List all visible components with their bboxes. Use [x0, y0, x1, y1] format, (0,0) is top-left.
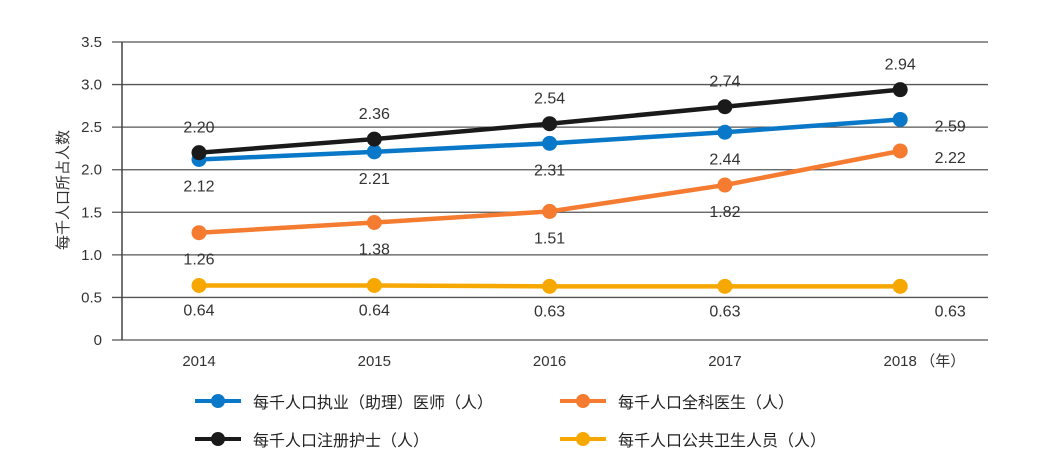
data-point: [366, 131, 382, 147]
x-tick-label: 2015: [358, 353, 391, 370]
legend-item-gps: 每千人口全科医生（人）: [560, 389, 794, 413]
y-tick-label: 3.5: [81, 34, 102, 51]
legend-swatch: [195, 394, 241, 408]
data-point: [717, 278, 733, 294]
data-label: 2.21: [359, 171, 390, 188]
data-point: [191, 145, 207, 161]
data-label: 2.59: [935, 118, 966, 135]
data-point: [191, 278, 207, 294]
legend-label: 每千人口注册护士（人）: [253, 431, 430, 450]
data-point: [191, 225, 207, 241]
data-point: [717, 177, 733, 193]
data-label: 1.38: [359, 242, 390, 259]
data-label: 2.36: [359, 106, 390, 123]
x-tick-label: 2018: [884, 353, 917, 370]
series-group: 0.64 0.64 0.63 0.63 0.63 1.26 1.38 1.51 1.82 2.22…: [183, 57, 965, 321]
data-point: [542, 116, 558, 132]
data-label: 2.31: [534, 162, 565, 179]
y-tick-label: 0: [94, 332, 102, 349]
y-tick-label: 0.5: [81, 289, 102, 306]
y-tick-label: 3.0: [81, 77, 102, 94]
data-point: [542, 203, 558, 219]
series-3: 0.64 0.64 0.63 0.63 0.63: [183, 278, 966, 320]
data-label: 2.54: [534, 91, 565, 108]
data-label: 2.12: [183, 178, 214, 195]
data-point: [366, 215, 382, 231]
y-tick-label: 2.0: [81, 162, 102, 179]
legend-item-nurses: 每千人口注册护士（人）: [195, 427, 429, 451]
data-point: [366, 278, 382, 294]
x-tick-label: 2014: [182, 353, 215, 370]
legend-swatch: [560, 394, 606, 408]
legend-label: 每千人口公共卫生人员（人）: [618, 431, 827, 450]
data-label: 2.94: [885, 57, 916, 74]
data-label: 1.82: [709, 204, 740, 221]
data-label: 0.63: [935, 303, 966, 320]
data-label: 0.63: [709, 303, 740, 320]
data-label: 0.64: [183, 303, 214, 320]
series-2: 2.20 2.36 2.54 2.74 2.94: [183, 57, 916, 161]
data-label: 1.26: [183, 252, 214, 269]
data-label: 2.74: [709, 74, 740, 91]
data-point: [717, 124, 733, 140]
legend-swatch: [195, 432, 241, 446]
data-label: 2.20: [183, 120, 214, 137]
data-point: [892, 143, 908, 159]
x-tick-label: 2017: [708, 353, 741, 370]
y-tick-labels: 0 0.5 1.0 1.5 2.0 2.5 3.0 3.5: [81, 34, 102, 349]
data-label: 1.51: [534, 230, 565, 247]
data-point: [542, 278, 558, 294]
legend-label: 每千人口执业（助理）医师（人）: [253, 393, 494, 412]
series-0: 2.12 2.21 2.31 2.44 2.59: [183, 111, 966, 195]
legend-item-public-health: 每千人口公共卫生人员（人）: [560, 427, 826, 451]
data-point: [892, 278, 908, 294]
data-point: [892, 111, 908, 127]
data-label: 0.64: [359, 303, 390, 320]
x-tick-label: 2016: [533, 353, 566, 370]
data-label: 0.63: [534, 303, 565, 320]
data-point: [717, 99, 733, 115]
y-tick-label: 1.5: [81, 204, 102, 221]
y-tick-label: 1.0: [81, 247, 102, 264]
x-tick-labels: 2014 2015 2016 2017 2018 （年）: [182, 353, 965, 370]
data-point: [892, 82, 908, 98]
series-1: 1.26 1.38 1.51 1.82 2.22: [183, 143, 966, 269]
y-tick-label: 2.5: [81, 119, 102, 136]
legend-item-physicians: 每千人口执业（助理）医师（人）: [195, 389, 493, 413]
data-label: 2.22: [935, 150, 966, 167]
legend-label: 每千人口全科医生（人）: [618, 393, 795, 412]
y-axis-label: 每千人口所占人数: [55, 130, 72, 250]
data-point: [542, 135, 558, 151]
data-point: [366, 144, 382, 160]
x-axis-unit: （年）: [920, 353, 965, 370]
data-label: 2.44: [709, 151, 740, 168]
legend-swatch: [560, 432, 606, 446]
